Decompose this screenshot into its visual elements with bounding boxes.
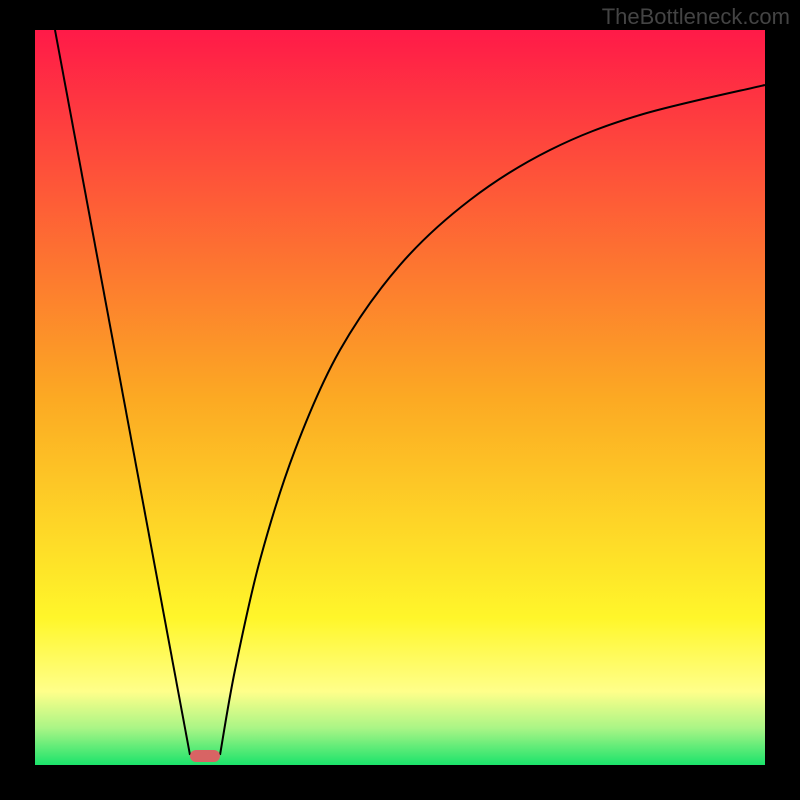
watermark-text: TheBottleneck.com (602, 4, 790, 30)
left-v-line (55, 30, 190, 755)
right-curve (220, 85, 765, 755)
minimum-marker (190, 750, 220, 762)
curve-overlay (0, 0, 800, 800)
chart-container: TheBottleneck.com (0, 0, 800, 800)
